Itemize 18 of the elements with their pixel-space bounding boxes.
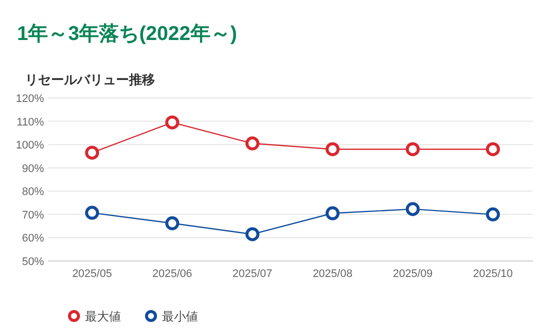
xtick: 2025/07	[232, 268, 272, 280]
xtick: 2025/08	[312, 268, 352, 280]
ytick: 50%	[22, 256, 44, 268]
ytick: 60%	[22, 232, 44, 245]
subtitle: リセールバリュー推移	[25, 72, 155, 87]
legend-label: 最小値	[162, 310, 198, 324]
title: 1年～3年落ち(2022年～)	[17, 23, 238, 45]
xtick: 2025/05	[72, 268, 112, 280]
ytick: 80%	[22, 186, 44, 198]
ytick: 110%	[16, 116, 44, 128]
xtick: 2025/09	[392, 268, 433, 280]
legend-label: 最大値	[85, 310, 121, 324]
xtick: 2025/10	[473, 268, 513, 280]
xtick: 2025/06	[152, 268, 192, 280]
ytick: 90%	[22, 162, 44, 175]
ytick: 120%	[16, 93, 44, 105]
ytick: 70%	[22, 209, 44, 222]
ytick: 100%	[16, 140, 44, 152]
